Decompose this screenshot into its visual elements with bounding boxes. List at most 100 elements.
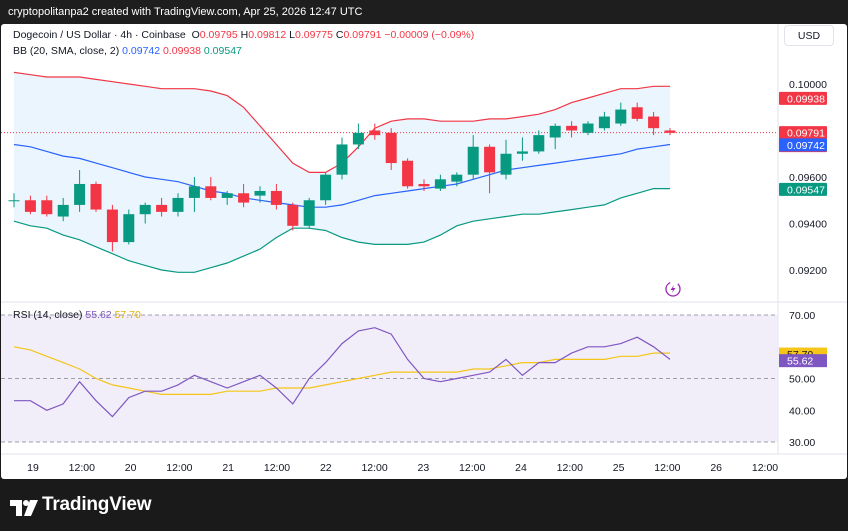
candle-body xyxy=(500,153,512,175)
time-tick-label: 19 xyxy=(27,462,39,474)
candle-body xyxy=(24,200,36,212)
candle-body xyxy=(434,179,446,189)
candle-body xyxy=(369,130,381,136)
rsi-price-label: 55.62 xyxy=(787,356,813,368)
candle-body xyxy=(90,183,102,210)
basis-price-label-bg xyxy=(779,138,827,152)
candle-body xyxy=(238,193,250,203)
candle-body xyxy=(172,197,184,212)
candle-body xyxy=(57,204,69,217)
candle-body xyxy=(106,209,118,243)
candle-body xyxy=(41,200,53,215)
symbol-name[interactable]: Dogecoin / US Dollar · 4h · Coinbase xyxy=(13,29,186,41)
lower-price-label-bg xyxy=(779,182,827,196)
candle-body xyxy=(139,204,151,215)
rsi-price-label-bg xyxy=(779,354,827,368)
symbol-legend[interactable]: Dogecoin / US Dollar · 4h · Coinbase O 0.… xyxy=(13,29,474,41)
caption-text: cryptopolitanpa2 created with TradingVie… xyxy=(8,6,363,18)
candle-body xyxy=(516,151,528,154)
time-tick-label: 12:00 xyxy=(752,462,778,474)
bb-legend[interactable]: BB (20, SMA, close, 2) 0.09742 0.09938 0… xyxy=(13,45,242,57)
candle-body xyxy=(205,186,217,198)
candle-body xyxy=(484,146,496,173)
time-tick-label: 20 xyxy=(125,462,137,474)
high-value: 0.09812 xyxy=(248,29,287,41)
candle-body xyxy=(221,193,233,198)
candle-body xyxy=(336,144,348,175)
candle-body xyxy=(582,123,594,133)
candle-body xyxy=(352,132,364,145)
time-tick-label: 21 xyxy=(222,462,234,474)
open-label: O xyxy=(191,29,200,41)
candle-body xyxy=(631,107,643,119)
candle-body xyxy=(533,135,545,152)
time-tick-label: 23 xyxy=(418,462,430,474)
candle-body xyxy=(303,200,315,226)
rsi-ma-value: 57.70 xyxy=(114,309,141,321)
time-tick-label: 12:00 xyxy=(69,462,95,474)
upper-price-label-bg xyxy=(779,91,827,105)
time-tick-label: 24 xyxy=(515,462,527,474)
candle-body xyxy=(270,190,282,205)
rsi-label[interactable]: RSI (14, close) xyxy=(13,309,83,321)
candle-body xyxy=(74,183,86,205)
chart-card: 0.100000.098000.096000.094000.092000.099… xyxy=(1,24,847,479)
tradingview-logo-icon xyxy=(10,500,38,516)
caption-bar xyxy=(0,0,848,24)
candle-body xyxy=(664,130,676,133)
candle-body xyxy=(418,183,430,187)
lower-price-label: 0.09547 xyxy=(787,184,825,196)
time-tick-label: 25 xyxy=(613,462,625,474)
price-tick-label: 0.10000 xyxy=(789,79,827,91)
candle-body xyxy=(598,116,610,129)
candle-body xyxy=(123,214,135,243)
bb-lower-value: 0.09547 xyxy=(203,45,242,57)
price-pane[interactable] xyxy=(1,71,778,273)
close-label: C xyxy=(335,29,344,41)
upper-price-label: 0.09938 xyxy=(787,93,825,105)
rsi-pane[interactable] xyxy=(1,314,778,443)
brand-name: TradingView xyxy=(42,494,152,515)
high-label: H xyxy=(240,29,249,41)
candle-body xyxy=(451,174,463,182)
candle-body xyxy=(287,204,299,226)
close-value: 0.09791 xyxy=(343,29,382,41)
candle-body xyxy=(8,200,20,202)
time-tick-label: 12:00 xyxy=(459,462,485,474)
rsi-tick-label: 30.00 xyxy=(789,437,815,449)
footer xyxy=(0,486,848,531)
rsi-legend[interactable]: RSI (14, close) 55.62 57.70 xyxy=(13,309,141,321)
time-axis[interactable]: 19 12:00 20 12:00 21 12:00 22 12:00 23 12:00 24 12:… xyxy=(27,462,778,474)
lightning-icon[interactable] xyxy=(665,281,681,297)
bb-basis-line xyxy=(13,143,671,208)
bb-lower-line xyxy=(13,188,670,273)
currency-button[interactable]: USD xyxy=(784,25,834,46)
candle-body xyxy=(254,190,266,196)
change-value: −0.00009 (−0.09%) xyxy=(384,29,475,41)
candle-body xyxy=(320,174,332,201)
time-tick-label: 12:00 xyxy=(654,462,680,474)
time-tick-label: 22 xyxy=(320,462,332,474)
candle-body xyxy=(648,116,660,129)
candle-body xyxy=(188,186,200,198)
candle-body xyxy=(402,160,414,187)
candle-body xyxy=(566,125,578,131)
rsi-line xyxy=(14,327,671,418)
bb-basis-value: 0.09742 xyxy=(122,45,161,57)
candle-body xyxy=(549,125,561,138)
bb-upper-value: 0.09938 xyxy=(163,45,201,57)
price-tick-label: 0.09400 xyxy=(789,219,827,231)
time-tick-label: 12:00 xyxy=(264,462,290,474)
candle-body xyxy=(156,204,168,212)
time-tick-label: 12:00 xyxy=(166,462,192,474)
chart-svg[interactable]: 0.100000.098000.096000.094000.092000.099… xyxy=(1,24,847,479)
bb-label[interactable]: BB (20, SMA, close, 2) xyxy=(13,45,120,57)
price-tick-label: 0.09600 xyxy=(789,172,827,184)
candle-body xyxy=(615,109,627,124)
price-axis[interactable]: 0.100000.098000.096000.094000.092000.099… xyxy=(779,79,828,277)
time-tick-label: 26 xyxy=(710,462,722,474)
rsi-tick-label: 70.00 xyxy=(789,310,815,322)
basis-price-label: 0.09742 xyxy=(787,140,825,152)
